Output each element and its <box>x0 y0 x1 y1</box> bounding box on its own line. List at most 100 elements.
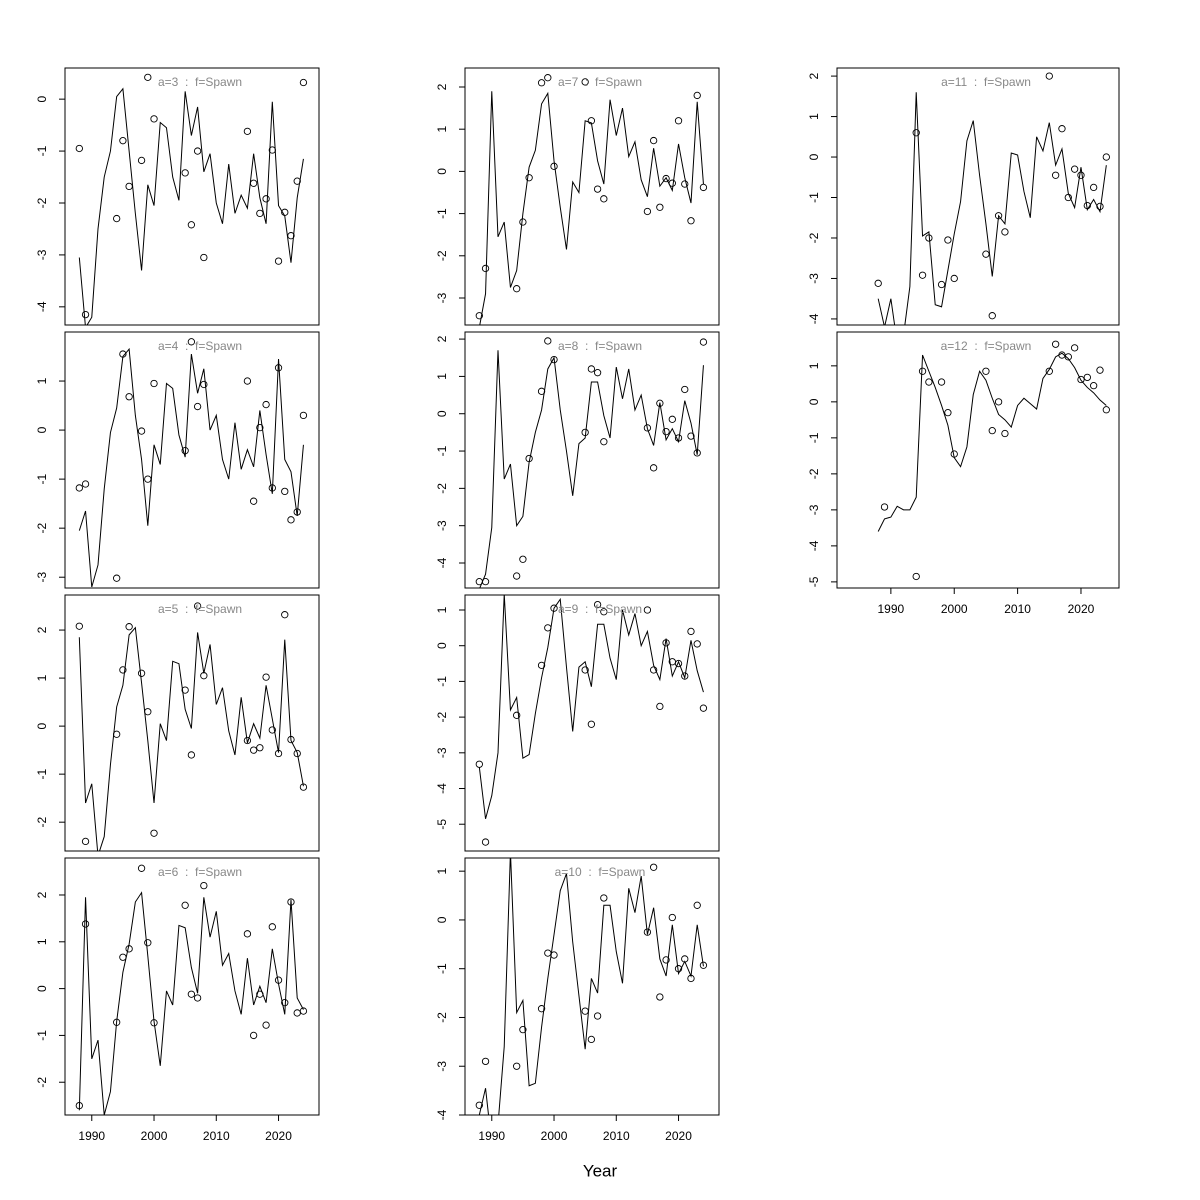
observed-point <box>293 508 301 516</box>
observed-point <box>1096 202 1104 211</box>
observed-point <box>1090 183 1098 192</box>
observed-point <box>481 264 490 273</box>
observed-point <box>81 920 90 928</box>
observed-point <box>1058 125 1066 133</box>
observed-point <box>137 427 146 435</box>
y-tick-label: 1 <box>35 938 49 945</box>
observed-point <box>525 454 533 463</box>
x-tick-label: 1990 <box>878 602 905 616</box>
observed-point <box>1070 344 1079 352</box>
observed-point <box>944 409 952 417</box>
observed-point <box>249 746 258 754</box>
y-tick-label: -3 <box>807 273 821 284</box>
y-tick-label: -3 <box>435 292 449 303</box>
panel-title: a=6 : f=Spawn <box>158 865 242 879</box>
observed-point <box>249 179 258 187</box>
observed-point <box>537 661 546 669</box>
observed-point <box>525 174 533 182</box>
y-tick-label: -5 <box>435 819 449 830</box>
observed-point <box>994 212 1003 220</box>
panel-box <box>64 857 320 1116</box>
observed-point <box>1070 165 1079 173</box>
observed-point <box>662 639 670 647</box>
observed-point <box>988 312 996 320</box>
x-tick-label: 2020 <box>665 1129 692 1143</box>
observed-point <box>262 400 270 409</box>
y-tick-label: -2 <box>35 1077 49 1088</box>
observed-point <box>643 424 652 432</box>
panel: -4 -3 -2 -1 0 1 2 a=8 : f=Spawn <box>435 331 720 589</box>
observed-point <box>287 232 295 240</box>
plot-area <box>78 87 304 325</box>
observed-point <box>544 74 552 82</box>
observed-point <box>193 994 202 1002</box>
observed-point <box>113 214 121 223</box>
observed-point <box>299 411 308 420</box>
panel: -4 -3 -2 -1 0 a=3 : f=Spawn <box>35 67 320 326</box>
y-tick-label: 1 <box>435 606 449 613</box>
observed-point <box>649 464 658 472</box>
observed-point <box>649 136 658 145</box>
observed-point <box>550 604 558 612</box>
observed-point <box>662 956 670 964</box>
observed-point <box>687 627 695 636</box>
observed-point <box>649 666 658 674</box>
observed-point <box>1051 340 1060 348</box>
observed-point <box>299 783 308 791</box>
y-tick-label: -2 <box>35 817 49 828</box>
observed-point <box>587 720 596 728</box>
y-tick-label: -3 <box>435 1061 449 1072</box>
observed-point <box>918 367 927 375</box>
y-tick-label: 1 <box>35 674 49 681</box>
observed-point <box>544 624 552 632</box>
y-tick-label: -3 <box>35 572 49 583</box>
panel-title: a=5 : f=Spawn <box>158 602 242 616</box>
y-tick-label: 0 <box>435 642 449 649</box>
observed-point <box>75 484 83 492</box>
observed-point <box>649 863 658 871</box>
observed-point <box>581 428 589 437</box>
x-tick-label: 2000 <box>141 1129 168 1143</box>
observed-point <box>274 364 283 372</box>
observed-point <box>262 195 270 203</box>
y-tick-label: 2 <box>807 72 821 79</box>
observed-point <box>125 945 133 953</box>
panel-box <box>64 67 320 326</box>
observed-point <box>187 338 196 346</box>
x-tick-label: 2010 <box>1004 602 1031 616</box>
y-tick-label: -1 <box>35 473 49 484</box>
fitted-line <box>478 595 704 819</box>
observed-point <box>256 423 264 432</box>
observed-point <box>587 117 596 125</box>
observed-point <box>119 137 127 145</box>
y-tick-label: 0 <box>435 410 449 417</box>
observed-point <box>193 402 202 411</box>
y-tick-label: -1 <box>35 768 49 779</box>
observed-point <box>944 236 952 244</box>
y-tick-label: -4 <box>435 783 449 794</box>
panel: -3 -2 -1 0 1 a=4 : f=Spawn <box>35 331 320 589</box>
observed-point <box>475 760 483 768</box>
observed-point <box>137 156 146 165</box>
observed-point <box>593 1012 602 1020</box>
y-tick-label: -1 <box>435 208 449 219</box>
plot-area <box>78 891 304 1115</box>
y-tick-label: -1 <box>807 432 821 443</box>
fitted-line <box>877 92 1107 325</box>
observed-point <box>600 608 608 616</box>
observed-point <box>1077 171 1085 179</box>
observed-point <box>643 606 652 614</box>
observed-point <box>144 708 152 716</box>
observed-point <box>925 234 933 242</box>
plot-area <box>78 626 304 851</box>
observed-point <box>988 427 996 435</box>
x-tick-label: 1990 <box>478 1129 505 1143</box>
observed-point <box>268 923 276 931</box>
observed-point <box>668 913 676 922</box>
observed-point <box>581 1007 589 1015</box>
observed-point <box>268 146 276 154</box>
y-tick-label: -4 <box>807 540 821 551</box>
plot-area <box>478 595 704 819</box>
observed-point <box>125 393 133 401</box>
observed-point <box>1051 171 1060 179</box>
